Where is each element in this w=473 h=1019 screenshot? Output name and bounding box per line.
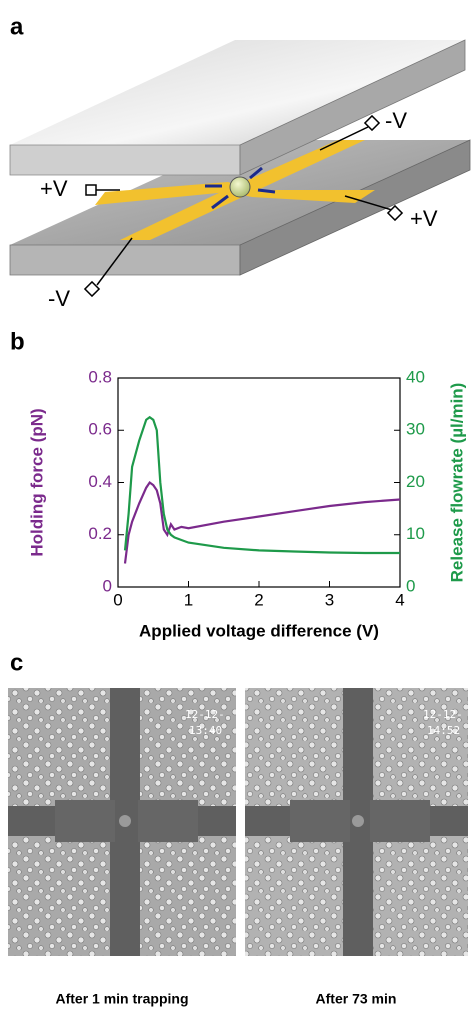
timestamp: 12-12- <box>185 708 225 721</box>
y2-tick-label: 10 <box>406 524 425 543</box>
data-line <box>123 480 401 564</box>
y-tick-label: 0 <box>103 576 112 595</box>
x-axis-label: Applied voltage difference (V) <box>139 621 379 640</box>
micrograph <box>245 688 468 956</box>
y-tick-label: 0.2 <box>88 524 112 543</box>
terminal-label: -V <box>385 108 407 133</box>
timestamp: 13:40 <box>189 724 222 737</box>
timestamp: 14:52 <box>427 724 460 737</box>
y-axis-label: Holding force (pN) <box>27 408 46 556</box>
timestamp: 12-12- <box>423 708 463 721</box>
y-tick-label: 0.4 <box>88 472 112 491</box>
data-line <box>123 415 400 555</box>
y-tick-label: 0.6 <box>88 420 112 439</box>
panel-label: a <box>10 13 24 40</box>
panel-label: b <box>10 328 25 355</box>
y2-axis-label: Release flowrate (µl/min) <box>447 383 466 583</box>
y2-tick-label: 0 <box>406 576 415 595</box>
y2-tick-label: 40 <box>406 367 425 386</box>
x-tick-label: 2 <box>254 590 263 609</box>
y-tick-label: 0.8 <box>88 367 112 386</box>
x-tick-label: 1 <box>184 590 193 609</box>
image-caption: After 1 min trapping <box>55 991 188 1007</box>
micrograph <box>8 688 236 956</box>
x-tick-label: 0 <box>113 590 122 609</box>
x-tick-label: 3 <box>325 590 334 609</box>
device-diagram <box>9 39 471 298</box>
x-tick-label: 4 <box>395 590 404 609</box>
y2-tick-label: 30 <box>406 420 425 439</box>
image-caption: After 73 min <box>316 991 397 1007</box>
terminal-label: -V <box>48 286 70 311</box>
panel-label: c <box>10 649 23 676</box>
y2-tick-label: 20 <box>406 472 425 491</box>
terminal-label: +V <box>410 206 438 231</box>
terminal-label: +V <box>40 176 68 201</box>
